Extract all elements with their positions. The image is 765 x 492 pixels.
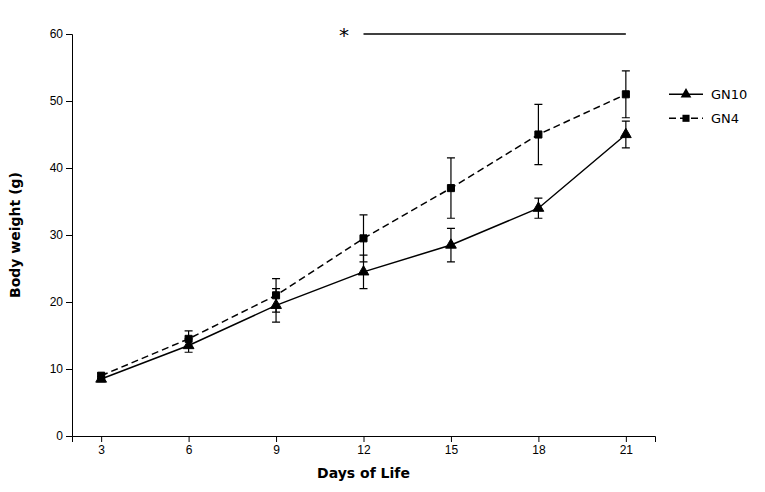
plot: 3 6 9 12 15 18 21 0 10 20 30 40 50 60 * [50,23,656,457]
marker [185,335,192,342]
marker [358,266,369,275]
marks [96,71,631,382]
tick: 3 [98,436,105,457]
y-axis-title: Body weight (g) [7,172,23,298]
x-axis: 3 6 9 12 15 18 21 [73,436,656,457]
error-bar [534,104,542,164]
marker [360,235,367,242]
significance-line [364,33,626,35]
tick-label: 9 [273,443,280,457]
line [101,135,626,380]
y-axis: 0 10 20 30 40 50 60 [50,27,73,443]
tick-label: 3 [98,443,105,457]
marker [273,292,280,299]
tick-mark [66,436,72,437]
tick: 20 [50,295,72,309]
series [97,71,630,379]
marker [622,91,629,98]
tick-label: 0 [56,429,63,443]
tick-label: 21 [620,443,634,457]
tick-label: 40 [50,161,64,175]
legend-label: GN4 [711,111,739,126]
axis-line [73,437,656,443]
tick: 30 [50,228,72,242]
marker [620,128,631,137]
marker [96,373,107,382]
tick-label: 60 [50,27,64,41]
tick: 40 [50,161,72,175]
tick-mark [364,436,365,442]
legend-item: GN4 [669,111,739,126]
annotations: * [339,23,626,47]
marker [446,239,457,248]
error-bar [622,71,630,118]
tick-label: 20 [50,295,64,309]
tick-mark [66,34,72,35]
tick: 12 [357,436,371,457]
tick-mark [66,369,72,370]
tick-mark [189,436,190,442]
tick-mark [66,101,72,102]
marker [535,131,542,138]
tick-label: 30 [50,228,64,242]
legend-label: GN10 [711,87,747,102]
tick: 18 [532,436,546,457]
chart: 3 6 9 12 15 18 21 0 10 20 30 40 50 60 * Days of Life Bod… [0,0,765,492]
tick: 15 [445,436,459,457]
error-bar [97,373,105,378]
tick: 0 [56,429,72,443]
marker [98,372,105,379]
tick-mark [66,235,72,236]
tick-mark [101,436,102,442]
x-axis-title: Days of Life [317,465,410,481]
legend-item: GN10 [669,87,747,102]
tick-label: 10 [50,362,64,376]
legend-marker [681,88,692,97]
error-bar [360,215,368,262]
error-bar [185,331,193,347]
series [96,121,631,382]
tick: 10 [50,362,72,376]
axis-line [66,35,73,437]
legend-marker [682,115,689,122]
tick: 6 [186,436,193,457]
tick-label: 18 [532,443,546,457]
tick-label: 6 [186,443,193,457]
tick: 50 [50,94,72,108]
error-bar [272,279,280,313]
tick-mark [451,436,452,442]
tick-label: 12 [357,443,371,457]
annotation: * [339,23,349,47]
tick-label: 15 [445,443,459,457]
marker [533,202,544,211]
tick-mark [66,168,72,169]
tick-mark [66,302,72,303]
marker [447,185,454,192]
legend: GN10 GN4 [669,87,747,126]
tick-mark [626,436,627,442]
tick: 9 [273,436,280,457]
tick: 21 [620,436,634,457]
tick-label: 50 [50,94,64,108]
error-bar [447,158,455,218]
line [101,94,626,375]
tick-mark [276,436,277,442]
tick: 60 [50,27,72,41]
tick-mark [538,436,539,442]
